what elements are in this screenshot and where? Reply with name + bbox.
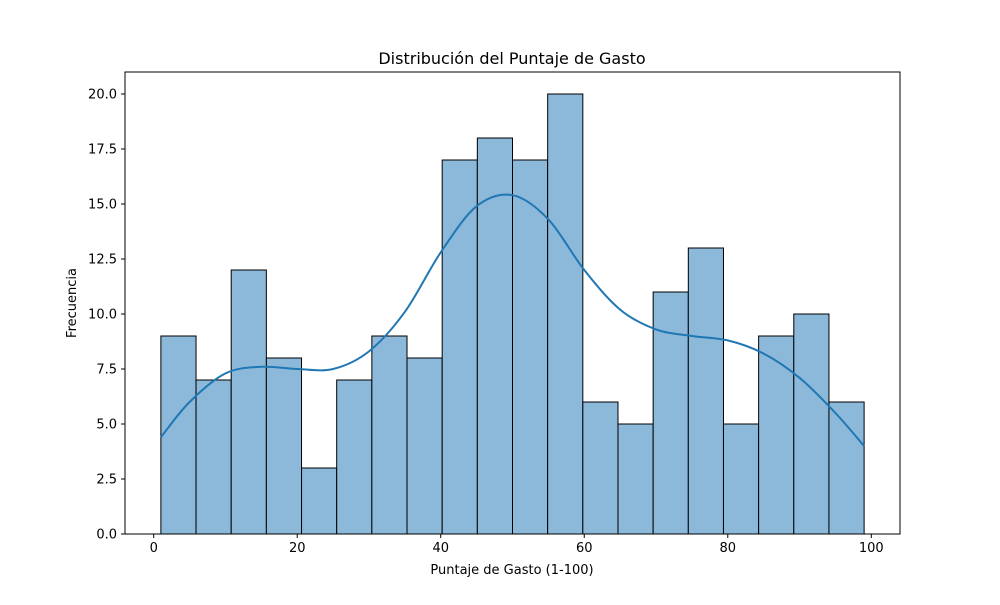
- histogram-bar: [336, 379, 373, 535]
- x-tick-label: 40: [432, 541, 449, 556]
- y-tick-label: 0.0: [96, 528, 117, 543]
- histogram-bar: [793, 313, 830, 535]
- histogram-bar: [722, 423, 760, 535]
- y-tick-label: 2.5: [96, 473, 117, 488]
- x-tick-label: 60: [576, 541, 593, 556]
- histogram-bar: [547, 93, 584, 535]
- x-tick-label: 100: [859, 541, 884, 556]
- plot-frame: [124, 71, 901, 535]
- y-tick-label: 7.5: [96, 363, 117, 378]
- x-tick-label: 80: [720, 541, 737, 556]
- y-tick-label: 12.5: [88, 253, 117, 268]
- histogram-bar: [652, 291, 689, 535]
- histogram-bar: [582, 401, 619, 535]
- histogram-bar: [230, 269, 267, 535]
- y-tick-label: 5.0: [96, 418, 117, 433]
- histogram-bar: [828, 401, 865, 535]
- y-tick-label: 10.0: [88, 308, 117, 323]
- x-tick-label: 20: [289, 541, 306, 556]
- x-axis-title: Puntaje de Gasto (1-100): [430, 563, 593, 578]
- y-tick-label: 20.0: [88, 88, 117, 103]
- histogram-bar: [441, 159, 478, 535]
- histogram-bar: [406, 357, 443, 535]
- histogram-bar: [617, 423, 654, 535]
- histogram-bar: [512, 159, 549, 535]
- y-axis-title: Frecuencia: [65, 268, 80, 338]
- x-tick-label: 0: [150, 541, 158, 556]
- y-tick-label: 17.5: [88, 143, 117, 158]
- histogram-bar: [160, 335, 197, 535]
- histogram-bar: [371, 335, 408, 535]
- histogram-bar: [301, 467, 338, 535]
- y-tick-label: 15.0: [88, 198, 117, 213]
- kde-curve: [160, 193, 865, 447]
- histogram-bar: [476, 137, 513, 535]
- histogram-bar: [687, 247, 724, 535]
- x-axis-ticks: 0 20 40 60 80 100: [150, 534, 884, 556]
- chart-title: Distribución del Puntaje de Gasto: [378, 49, 645, 68]
- y-axis-ticks: 0.0 2.5 5.0 7.5 10.0 12.5 15.0 17.5 20.0: [88, 88, 125, 543]
- histogram-bar: [758, 335, 795, 535]
- histogram-bar: [265, 357, 303, 535]
- bars-layer: [160, 93, 865, 535]
- histogram-bar: [195, 379, 232, 535]
